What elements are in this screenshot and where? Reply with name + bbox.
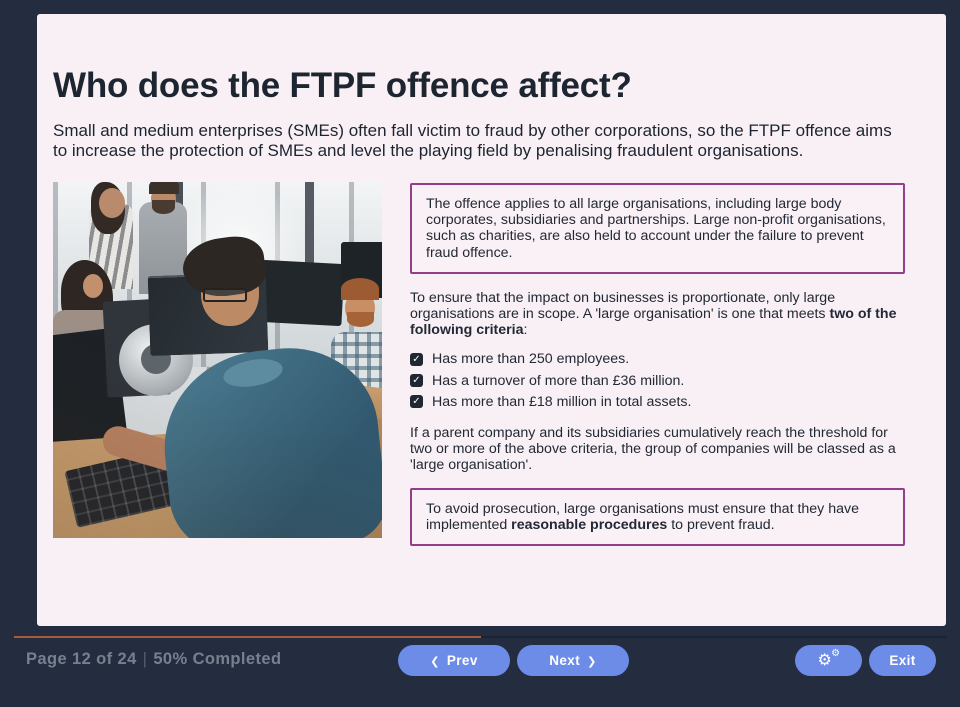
completed-percent: 50% Completed — [153, 650, 282, 668]
next-button-label: Next — [549, 653, 581, 668]
checklist-item: ✓ Has more than £18 million in total ass… — [410, 394, 905, 410]
intro-paragraph: Small and medium enterprises (SMEs) ofte… — [53, 121, 892, 160]
progress-fill — [14, 636, 481, 638]
slide-card: Who does the FTPF offence affect? Small … — [37, 14, 946, 626]
exit-button[interactable]: Exit — [869, 645, 936, 676]
checklist-item: ✓ Has a turnover of more than £36 millio… — [410, 373, 905, 389]
chevron-right-icon: ❯ — [587, 655, 597, 668]
page-progress-status: Page 12 of 24 | 50% Completed — [26, 650, 281, 669]
callout-text: The offence applies to all large organis… — [426, 196, 886, 261]
photo-glasses — [203, 288, 247, 302]
chevron-left-icon: ❮ — [430, 655, 440, 668]
next-button[interactable]: Next ❯ — [517, 645, 629, 676]
checkbox-checked-icon: ✓ — [410, 353, 423, 367]
separator: | — [142, 650, 148, 668]
exit-button-label: Exit — [889, 653, 916, 668]
checkbox-checked-icon: ✓ — [410, 374, 423, 388]
callout-text: To avoid prosecution, large organisation… — [426, 500, 859, 533]
checklist-item-label: Has more than 250 employees. — [432, 351, 630, 368]
criteria-paragraph: To ensure that the impact on businesses … — [410, 289, 897, 339]
callout-large-organisations: The offence applies to all large organis… — [410, 183, 905, 274]
criteria-checklist: ✓ Has more than 250 employees. ✓ Has a t… — [410, 351, 905, 410]
checklist-item-label: Has a turnover of more than £36 million. — [432, 372, 685, 389]
prev-button[interactable]: ❮ Prev — [398, 645, 510, 676]
parent-company-paragraph: If a parent company and its subsidiaries… — [410, 425, 896, 474]
office-photo — [53, 182, 382, 538]
checklist-item: ✓ Has more than 250 employees. — [410, 351, 905, 367]
page-title: Who does the FTPF offence affect? — [53, 66, 632, 106]
gears-icon: ⚙ ⚙ — [817, 647, 841, 669]
callout-reasonable-procedures: To avoid prosecution, large organisation… — [410, 487, 905, 547]
settings-button[interactable]: ⚙ ⚙ — [795, 645, 862, 676]
page-number: Page 12 of 24 — [26, 650, 137, 668]
checklist-item-label: Has more than £18 million in total asset… — [432, 393, 692, 410]
content-column: The offence applies to all large organis… — [410, 183, 905, 547]
checkbox-checked-icon: ✓ — [410, 395, 423, 409]
progress-bar — [14, 636, 947, 638]
prev-button-label: Prev — [446, 653, 478, 668]
